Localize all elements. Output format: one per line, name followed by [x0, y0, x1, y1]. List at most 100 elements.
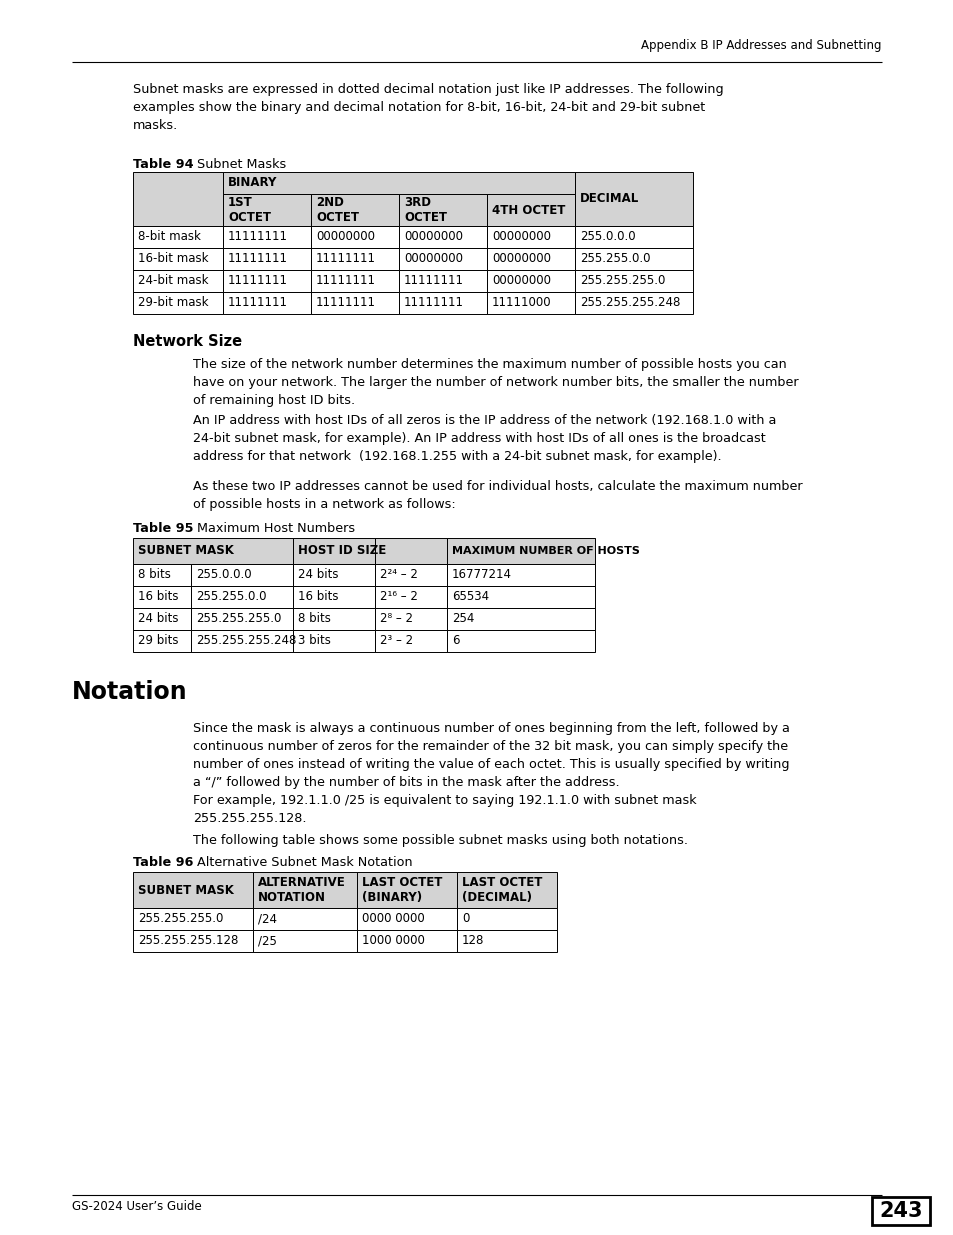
Text: LAST OCTET
(DECIMAL): LAST OCTET (DECIMAL) [461, 876, 542, 904]
Text: 255.255.255.0: 255.255.255.0 [195, 613, 281, 625]
Bar [375, 538, 447, 564]
Bar [132, 538, 293, 564]
Text: The size of the network number determines the maximum number of possible hosts y: The size of the network number determine… [193, 358, 798, 408]
Text: 255.255.255.128: 255.255.255.128 [138, 935, 238, 947]
Bar [447, 564, 595, 585]
Bar [253, 908, 356, 930]
Bar [398, 194, 486, 226]
Bar [223, 194, 311, 226]
Bar [132, 291, 223, 314]
Text: Notation: Notation [71, 680, 188, 704]
Bar [447, 538, 595, 564]
Bar [132, 585, 191, 608]
Text: /24: /24 [257, 913, 276, 925]
Text: BINARY: BINARY [228, 177, 277, 189]
Text: 16-bit mask: 16-bit mask [138, 252, 209, 266]
Bar [486, 270, 575, 291]
Bar [575, 270, 692, 291]
Bar [311, 270, 398, 291]
Text: 255.0.0.0: 255.0.0.0 [579, 231, 635, 243]
Text: 0: 0 [461, 913, 469, 925]
Text: 11111111: 11111111 [315, 252, 375, 266]
Bar [486, 248, 575, 270]
Bar [132, 872, 253, 908]
Text: Subnet Masks: Subnet Masks [185, 158, 286, 170]
Text: 254: 254 [452, 613, 474, 625]
Bar [311, 291, 398, 314]
Bar [132, 564, 191, 585]
Bar [132, 630, 191, 652]
Text: HOST ID SIZE: HOST ID SIZE [297, 545, 386, 557]
Text: The following table shows some possible subnet masks using both notations.: The following table shows some possible … [193, 834, 687, 847]
Text: 8 bits: 8 bits [138, 568, 171, 582]
Bar [132, 172, 223, 226]
Text: /25: /25 [257, 935, 276, 947]
Text: 3RD
OCTET: 3RD OCTET [403, 196, 447, 224]
Bar [223, 172, 575, 194]
Bar [132, 608, 191, 630]
Text: As these two IP addresses cannot be used for individual hosts, calculate the max: As these two IP addresses cannot be used… [193, 480, 801, 511]
Text: 255.255.255.248: 255.255.255.248 [579, 296, 679, 310]
Text: GS-2024 User’s Guide: GS-2024 User’s Guide [71, 1200, 201, 1213]
Bar [575, 248, 692, 270]
Bar [293, 538, 375, 564]
Bar [398, 248, 486, 270]
Text: 1000 0000: 1000 0000 [361, 935, 424, 947]
Text: 255.255.255.248: 255.255.255.248 [195, 635, 296, 647]
Text: 11111111: 11111111 [228, 296, 288, 310]
Text: 255.255.255.0: 255.255.255.0 [579, 274, 664, 288]
Bar [575, 226, 692, 248]
Bar [191, 630, 293, 652]
Bar [223, 248, 311, 270]
Text: SUBNET MASK: SUBNET MASK [138, 883, 233, 897]
Text: 24 bits: 24 bits [138, 613, 178, 625]
Bar [575, 291, 692, 314]
Bar [223, 226, 311, 248]
Text: Alternative Subnet Mask Notation: Alternative Subnet Mask Notation [185, 856, 413, 869]
Text: 255.255.0.0: 255.255.0.0 [195, 590, 266, 604]
Bar [375, 585, 447, 608]
Text: 11111111: 11111111 [403, 296, 463, 310]
Text: 1ST
OCTET: 1ST OCTET [228, 196, 271, 224]
Bar [191, 585, 293, 608]
Bar [447, 630, 595, 652]
Text: 11111111: 11111111 [228, 252, 288, 266]
Text: DECIMAL: DECIMAL [579, 193, 639, 205]
Bar [398, 226, 486, 248]
Text: ALTERNATIVE
NOTATION: ALTERNATIVE NOTATION [257, 876, 345, 904]
Text: 11111111: 11111111 [228, 274, 288, 288]
Text: SUBNET MASK: SUBNET MASK [138, 545, 233, 557]
Text: Table 95: Table 95 [132, 522, 193, 535]
Bar [293, 585, 375, 608]
Bar [132, 248, 223, 270]
Bar [356, 930, 456, 952]
Text: Since the mask is always a continuous number of ones beginning from the left, fo: Since the mask is always a continuous nu… [193, 722, 789, 789]
Text: 16 bits: 16 bits [297, 590, 338, 604]
Text: An IP address with host IDs of all zeros is the IP address of the network (192.1: An IP address with host IDs of all zeros… [193, 414, 776, 463]
Bar [456, 908, 557, 930]
Text: 29-bit mask: 29-bit mask [138, 296, 209, 310]
Bar [311, 248, 398, 270]
Text: 16 bits: 16 bits [138, 590, 178, 604]
Bar [132, 908, 253, 930]
Bar [311, 226, 398, 248]
Text: 16777214: 16777214 [452, 568, 512, 582]
Bar [575, 172, 692, 226]
Bar [398, 291, 486, 314]
Bar [486, 291, 575, 314]
Text: 24 bits: 24 bits [297, 568, 338, 582]
Bar [375, 630, 447, 652]
Text: Network Size: Network Size [132, 333, 242, 350]
Text: Appendix B IP Addresses and Subnetting: Appendix B IP Addresses and Subnetting [640, 40, 882, 52]
Bar [311, 194, 398, 226]
Text: Maximum Host Numbers: Maximum Host Numbers [185, 522, 355, 535]
Bar [191, 608, 293, 630]
Text: 00000000: 00000000 [492, 274, 551, 288]
Bar [375, 564, 447, 585]
Text: 2²⁴ – 2: 2²⁴ – 2 [379, 568, 417, 582]
Bar [456, 930, 557, 952]
Text: 00000000: 00000000 [492, 252, 551, 266]
Text: 2¹⁶ – 2: 2¹⁶ – 2 [379, 590, 417, 604]
Bar [871, 1197, 929, 1225]
Text: 2⁸ – 2: 2⁸ – 2 [379, 613, 413, 625]
